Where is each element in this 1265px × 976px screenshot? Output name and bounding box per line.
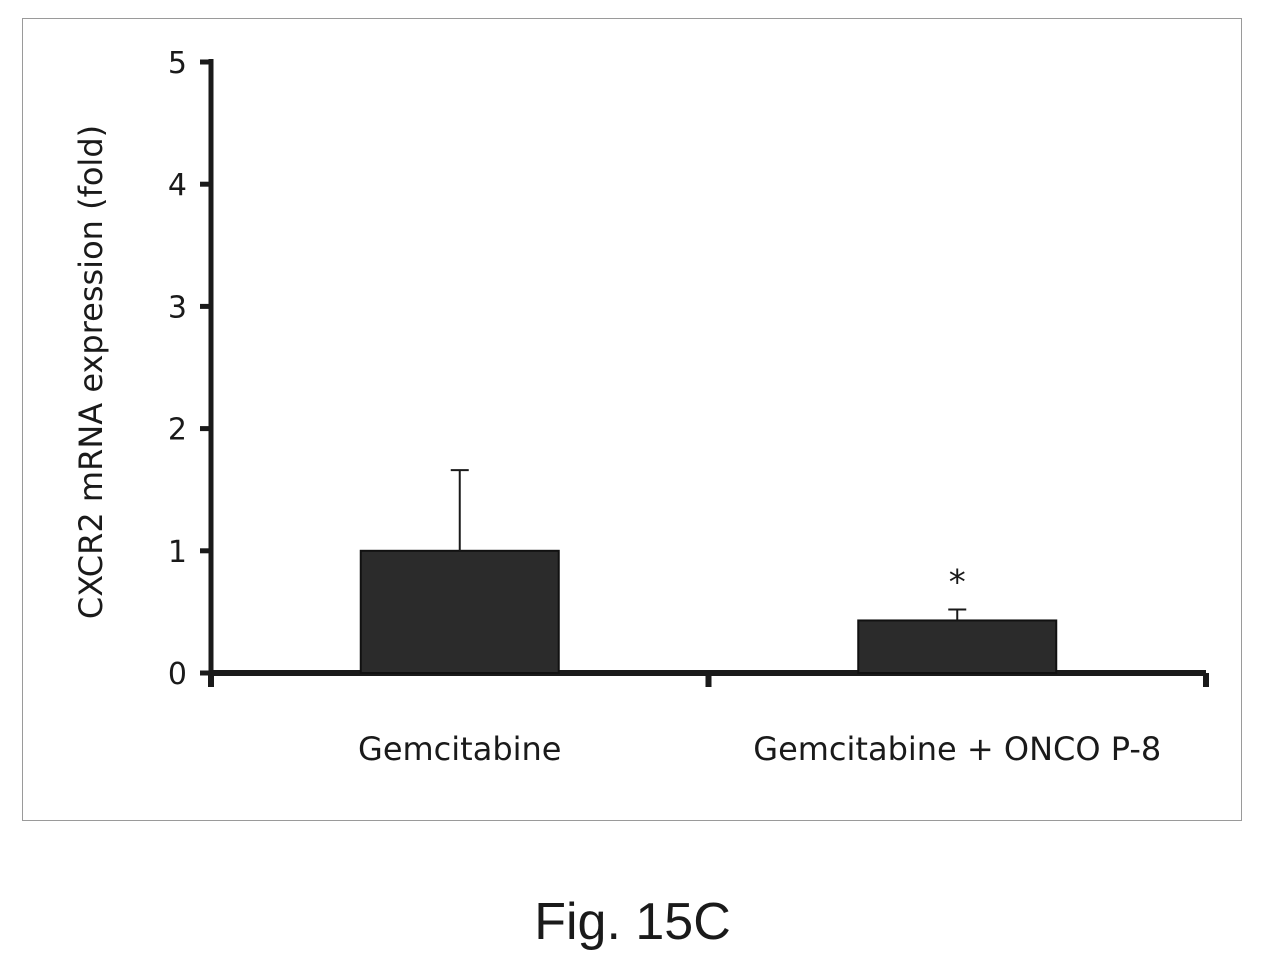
y-tick-label: 5: [168, 46, 187, 81]
y-axis-label: CXCR2 mRNA expression (fold): [72, 125, 110, 619]
y-tick-label: 2: [168, 413, 187, 448]
x-category-label: Gemcitabine: [358, 730, 561, 768]
category-labels: Gemcitabine Gemcitabine + ONCO P-8: [358, 730, 1161, 768]
figure-frame: [22, 18, 1242, 821]
y-tick-label: 4: [168, 168, 187, 203]
y-axis: 0 1 2 3 4 5: [168, 46, 214, 692]
y-tick-label: 0: [168, 657, 187, 692]
y-tick-label: 3: [168, 290, 187, 325]
bar: [857, 619, 1058, 674]
bar: [359, 549, 560, 674]
significance-marker: *: [949, 562, 966, 602]
bars: *: [359, 469, 1058, 674]
x-category-label: Gemcitabine + ONCO P-8: [753, 730, 1161, 768]
figure-caption: Fig. 15C: [534, 893, 731, 951]
x-axis: [208, 670, 1209, 687]
y-tick-label: 1: [168, 535, 187, 570]
